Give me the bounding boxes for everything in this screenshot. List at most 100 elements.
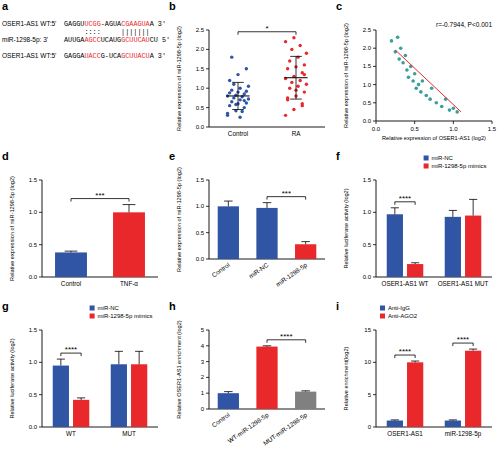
error-cap [290,99,302,100]
point [243,99,246,102]
error-cap [411,361,419,362]
point [407,76,411,80]
y-axis [42,330,43,427]
error-cap [224,201,233,202]
bar [73,400,89,427]
y-axis-label: Relative luciferase activity (log2) [343,188,349,268]
panel-label: f [336,150,340,162]
y-axis-label: Relative expression of miR-1298-5p (log2… [343,23,349,128]
significance: **** [280,332,292,341]
y-tick-label: 1.5 [196,66,205,72]
point [286,67,289,70]
point [228,79,231,82]
y-axis [42,180,43,277]
error-cap [391,207,399,208]
y-tick-label: 0.0 [29,274,38,280]
pairing: :::: ||||||| [64,28,150,36]
bar [218,393,239,409]
legend-label: miR-1298-5p mimics [98,313,153,319]
sequence-label: OSER1-AS1 WT:5' [2,20,56,27]
error-cap [469,349,477,350]
category-label: RA [292,130,302,137]
plot-area [218,346,317,409]
category-label: Control [228,130,248,137]
significance: **** [457,335,469,344]
y-tick-label: 1.5 [29,177,38,183]
y-tick-label: 1.5 [363,63,372,69]
legend-label: miR-NC [98,305,120,311]
bar [256,347,277,409]
category-label: Control [61,280,81,287]
bar [387,214,403,277]
panel: f0.00.51.01.5Relative luciferase activit… [336,150,492,287]
bar [295,244,316,259]
x-tick-label: 0.0 [372,126,381,132]
error-bar [296,56,297,99]
y-tick-label: 2.0 [363,45,372,51]
plot-area [226,36,308,119]
y-tick-label: 0.5 [196,230,205,236]
y-tick-label: 0.0 [363,118,372,124]
point [284,114,287,117]
category-label: OSER1-AS1 WT [382,280,429,287]
error-cap [263,202,272,203]
point [421,79,425,83]
bar [387,421,403,427]
y-tick-label: 15 [364,327,371,333]
legend-label: Anti-AGO2 [388,313,418,319]
panel-label: b [169,0,176,12]
point [424,94,428,98]
panel: a OSER1-AS1 WT:5' GAGGUUCGG-AGUACGAAGUAA 3… [2,0,170,60]
y-tick-label: 1.0 [196,203,205,209]
point [247,85,250,88]
y-tick-label: 2 [201,374,205,380]
annotation: r=-0.7944, P<0.001 [436,21,492,28]
sequence-segment: GCUUACU [121,52,150,60]
sequence-segment: -AGUA [101,20,122,28]
bar [445,421,461,427]
error-cap [135,351,143,352]
bar [295,392,316,409]
panel: h012345Relative OSER1-AS1 enrichment (lo… [169,300,325,447]
panel-label: a [2,0,9,12]
sequence-segment: UACC [84,52,100,60]
panel: g0.00.51.01.5Relative luciferase activit… [2,300,158,437]
error-cap [57,359,65,360]
point [296,55,299,58]
significance: **** [65,345,77,354]
legend-label: miR-NC [432,155,454,161]
x-axis-label: Relative expression of OSER1-AS1 (log2) [382,135,486,141]
point [243,106,246,109]
y-tick-label: 0.0 [196,256,205,262]
point [288,59,291,62]
error-cap [301,390,310,391]
bar [218,206,239,259]
sequence-segment: GCUUCAU [121,36,150,44]
panel: i051015Relative enrichment(log2)OSER1-AS… [336,300,492,438]
category-label: miR-1298-5p [274,261,309,289]
point [292,36,295,39]
point [401,61,405,65]
point [238,87,241,90]
error-cap [232,109,244,110]
sequence-segment: AUUGA [64,36,85,44]
panel: b0.00.51.01.52.02.5Relative expression o… [169,0,325,137]
sequence: GAGGUUCGG-AGUACGAAGUAA 3' [64,20,166,28]
legend-swatch [424,164,429,169]
bar [407,264,423,277]
bar [407,362,423,427]
sequence-segment: CU 5' [150,36,170,44]
sequence-segment: GAGGA [64,52,85,60]
bar [131,364,147,427]
panel: e0.00.51.01.5Relative expression of miR-… [169,150,325,289]
y-tick-label: 0.5 [363,100,372,106]
point [303,73,306,76]
point [288,87,291,90]
error-bar [452,210,453,216]
point [411,79,415,83]
panel-label: g [2,300,9,312]
y-tick-label: 1.0 [363,209,372,215]
point [232,83,235,86]
point [232,96,235,99]
sequence-segment: UCGG [84,20,100,28]
